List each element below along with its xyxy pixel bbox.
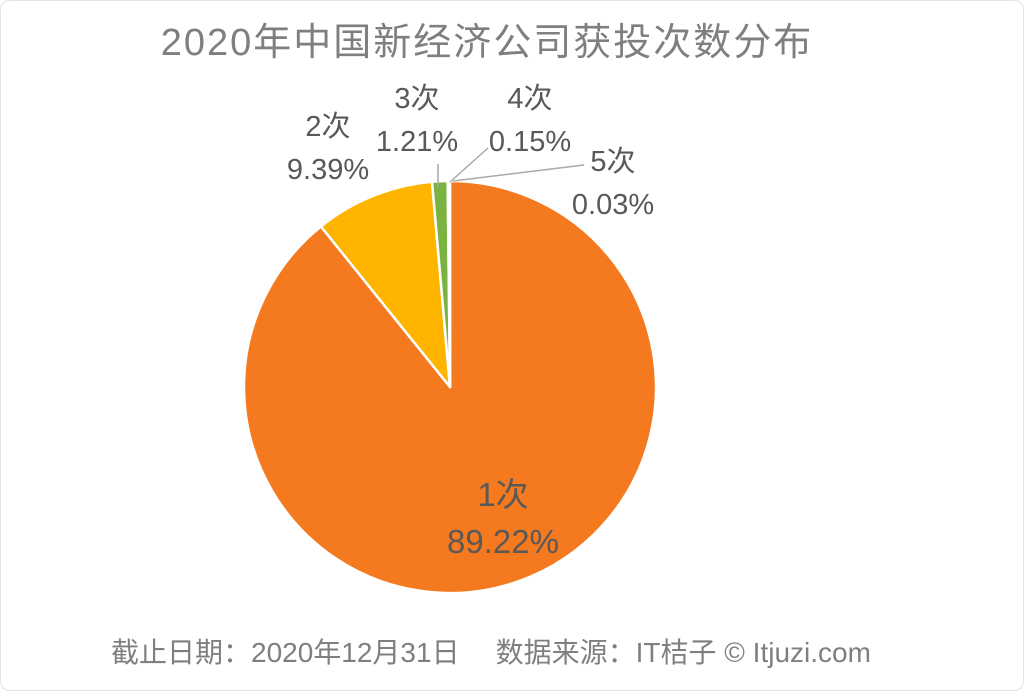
footer-source: 数据来源：IT桔子 © Itjuzi.com: [496, 631, 871, 671]
pie-label-category: 1次: [447, 471, 559, 518]
leader-line-5ci: [453, 165, 584, 181]
pie-label-category: 4次: [489, 78, 571, 121]
pie-label-category: 3次: [376, 78, 458, 121]
pie-label-percent: 9.39%: [287, 149, 369, 192]
pie-label-1ci: 1次 89.22%: [447, 471, 559, 565]
pie-label-category: 2次: [287, 106, 369, 149]
pie-label-percent: 1.21%: [376, 121, 458, 164]
pie-label-3ci: 3次 1.21%: [376, 78, 458, 164]
pie-label-percent: 89.22%: [447, 518, 559, 565]
footer-date: 截止日期：2020年12月31日: [111, 631, 460, 671]
pie-label-percent: 0.03%: [572, 184, 654, 227]
pie-label-2ci: 2次 9.39%: [287, 106, 369, 192]
pie-label-percent: 0.15%: [489, 121, 571, 164]
pie-label-4ci: 4次 0.15%: [489, 78, 571, 164]
pie-label-category: 5次: [572, 141, 654, 184]
chart-footer: 截止日期：2020年12月31日 数据来源：IT桔子 © Itjuzi.com: [111, 631, 871, 671]
pie-label-5ci: 5次 0.03%: [572, 141, 654, 227]
